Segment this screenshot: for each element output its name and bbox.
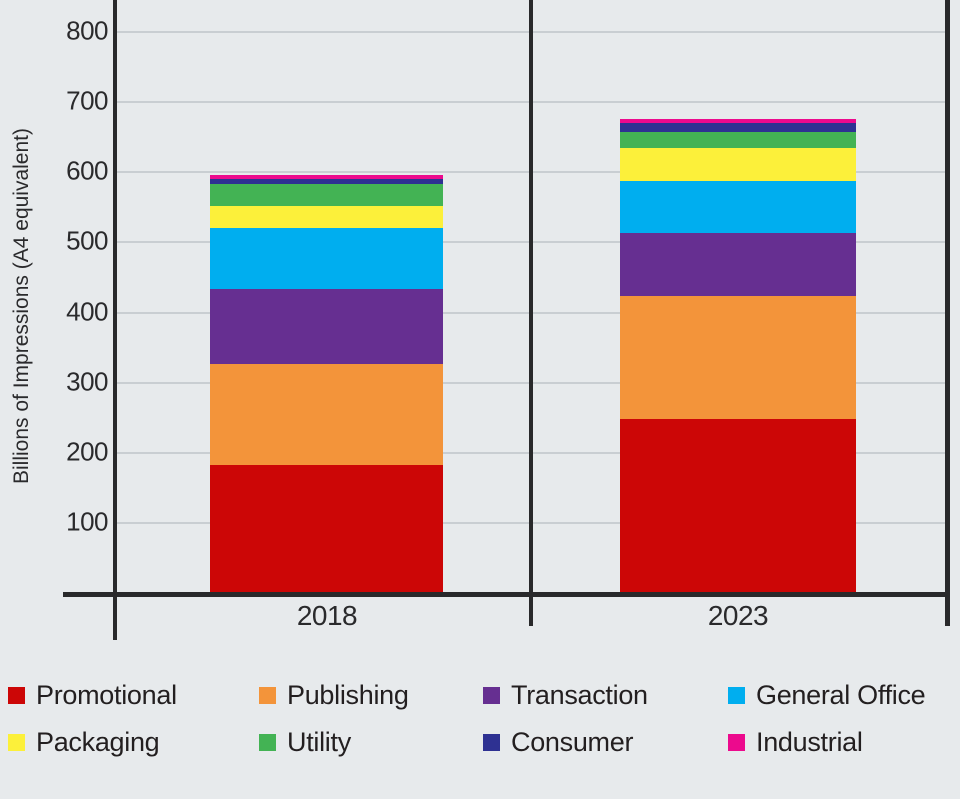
legend-swatch-icon [259,686,276,704]
legend-swatch-icon [483,686,500,704]
legend-item-promotional: Promotional [8,679,177,710]
segment-2018-consumer [210,179,443,185]
category-divider-line [529,0,533,626]
segment-2023-packaging [620,148,856,181]
y-tick-label-400: 400 [66,295,108,326]
y-tick-label-100: 100 [66,506,108,537]
right-border-line [945,0,950,626]
category-label-2018: 2018 [296,600,358,631]
legend-item-general-office: General Office [728,679,926,710]
legend-label: Promotional [36,679,177,710]
segment-2023-utility [620,132,856,149]
segment-2018-general-office [210,227,443,289]
segment-2023-industrial [620,118,856,124]
x-axis-line [63,592,950,597]
y-tick-label-700: 700 [66,85,108,116]
legend-item-transaction: Transaction [483,679,648,710]
segment-2023-transaction [620,232,856,296]
category-label-2023: 2023 [707,600,769,631]
legend-swatch-icon [8,686,25,704]
segment-2018-packaging [210,205,443,228]
legend-item-publishing: Publishing [259,679,409,710]
legend-item-packaging: Packaging [8,726,160,757]
segment-2018-promotional [210,465,443,593]
segment-2023-publishing [620,295,856,420]
legend-swatch-icon [259,733,276,751]
legend-swatch-icon [728,686,745,704]
legend-item-consumer: Consumer [483,726,634,757]
y-tick-label-600: 600 [66,155,108,186]
legend-label: Packaging [36,726,160,757]
legend-label: Utility [287,726,351,757]
y-tick-label-200: 200 [66,436,108,467]
segment-2018-transaction [210,288,443,365]
legend-swatch-icon [483,733,500,751]
legend-label: Consumer [511,726,634,757]
bar-2023 [620,118,856,593]
y-axis-line [113,0,117,640]
legend-item-utility: Utility [259,726,351,757]
legend-label: Transaction [511,679,648,710]
segment-2023-promotional [620,419,856,593]
legend-label: Industrial [756,726,863,757]
legend-swatch-icon [728,733,745,751]
y-tick-label-500: 500 [66,225,108,256]
legend-item-industrial: Industrial [728,726,863,757]
y-tick-label-800: 800 [66,15,108,46]
bar-2018 [210,175,443,593]
legend-swatch-icon [8,733,25,751]
legend-label: Publishing [287,679,409,710]
y-tick-label-300: 300 [66,365,108,396]
segment-2023-consumer [620,123,856,133]
segment-2018-publishing [210,364,443,466]
segment-2023-general-office [620,180,856,233]
segment-2018-industrial [210,175,443,180]
legend-label: General Office [756,679,926,710]
segment-2018-utility [210,184,443,206]
